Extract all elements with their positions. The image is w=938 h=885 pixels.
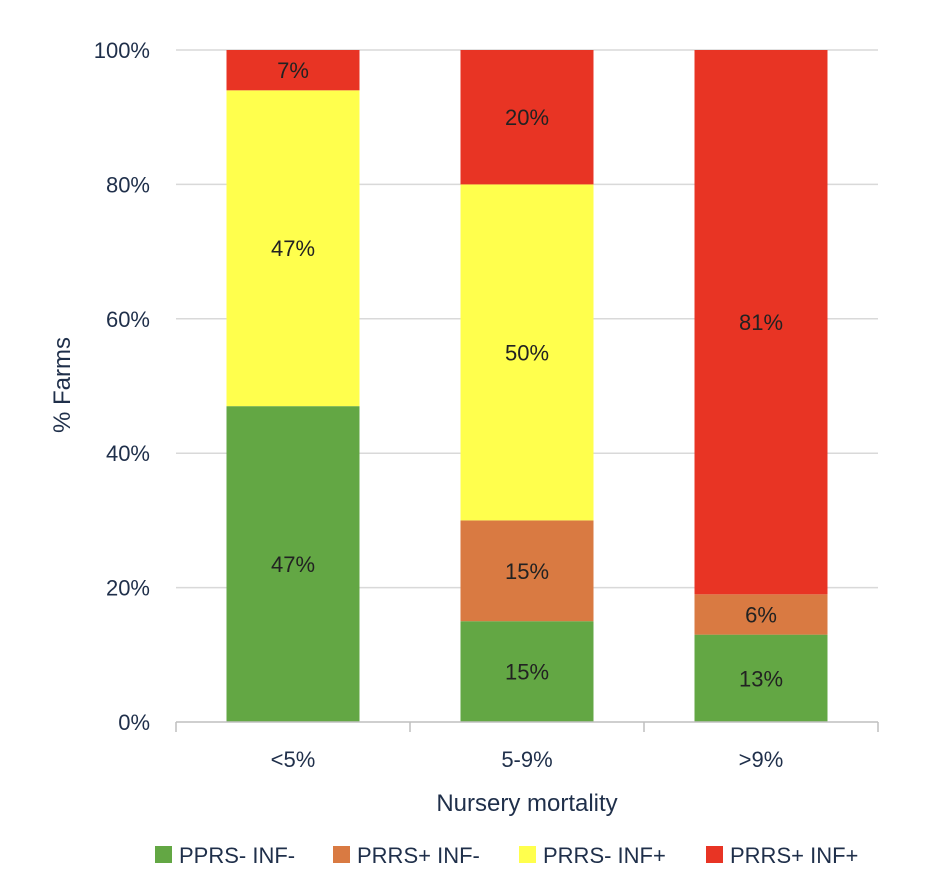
legend-swatch xyxy=(333,846,350,863)
data-label: 47% xyxy=(271,552,315,577)
x-category-label: 5-9% xyxy=(501,747,552,772)
data-label: 6% xyxy=(745,602,777,627)
legend-label: PRRS+ INF+ xyxy=(730,843,858,868)
bar-segment xyxy=(694,594,828,635)
bar-segment xyxy=(226,90,360,407)
y-tick-label: 80% xyxy=(106,172,150,197)
data-label: 47% xyxy=(271,236,315,261)
y-tick-label: 20% xyxy=(106,576,150,601)
legend-label: PRRS+ INF- xyxy=(357,843,480,868)
legend-swatch xyxy=(706,846,723,863)
bar-segment xyxy=(226,406,360,722)
x-axis-title: Nursery mortality xyxy=(436,790,617,817)
data-label: 15% xyxy=(505,660,549,685)
data-label: 20% xyxy=(505,105,549,130)
bar-segment xyxy=(460,184,594,521)
legend-label: PRRS- INF+ xyxy=(543,843,666,868)
legend-label: PPRS- INF- xyxy=(179,843,295,868)
data-label: 13% xyxy=(739,666,783,691)
y-tick-label: 40% xyxy=(106,441,150,466)
bar-segment xyxy=(460,621,594,722)
data-label: 7% xyxy=(277,58,309,83)
legend-swatch xyxy=(519,846,536,863)
data-label: 81% xyxy=(739,310,783,335)
y-tick-label: 60% xyxy=(106,307,150,332)
data-label: 50% xyxy=(505,340,549,365)
x-category-label: <5% xyxy=(271,747,316,772)
bar-segment xyxy=(694,50,828,595)
x-category-label: >9% xyxy=(739,747,784,772)
y-tick-label: 0% xyxy=(118,710,150,735)
data-labels: 47% 47% 7% 15% 15% 50% 20% 13% 6% 81% xyxy=(271,58,783,691)
y-axis-title: % Farms xyxy=(49,337,76,433)
legend-swatch xyxy=(155,846,172,863)
data-label: 15% xyxy=(505,559,549,584)
bar-segment xyxy=(460,50,594,185)
bar-segment xyxy=(694,634,828,722)
axes: 0% 20% 40% 60% 80% 100% <5% 5-9% >9% xyxy=(94,38,879,772)
y-tick-label: 100% xyxy=(94,38,150,63)
bars xyxy=(226,50,828,722)
bar-segment xyxy=(226,50,360,91)
bar-segment xyxy=(460,520,594,622)
legend: PPRS- INF- PRRS+ INF- PRRS- INF+ PRRS+ INF+ xyxy=(155,843,858,868)
